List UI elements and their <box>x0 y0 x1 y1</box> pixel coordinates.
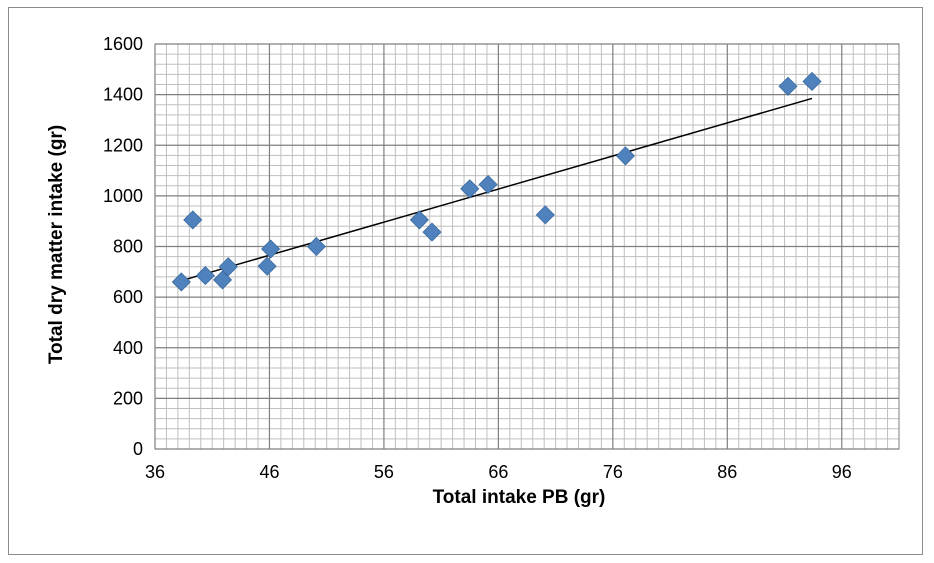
data-points <box>171 71 822 292</box>
data-point <box>306 236 326 257</box>
scatter-chart: 36 46 56 66 76 86 96 0 200 400 600 800 1000 1200 1400… <box>46 34 900 508</box>
plot-area-border <box>154 43 900 450</box>
y-tick-label: 1400 <box>103 85 143 105</box>
y-tick-label: 800 <box>113 237 143 257</box>
x-tick-label: 56 <box>374 462 394 482</box>
data-point <box>422 222 442 242</box>
trendline <box>181 97 813 282</box>
x-tick-label: 96 <box>832 462 852 482</box>
x-tick-label: 86 <box>717 462 737 482</box>
y-tick-label: 1000 <box>103 186 143 206</box>
data-point <box>478 174 498 195</box>
trendline-layer <box>181 97 813 282</box>
data-point <box>778 76 798 96</box>
data-point <box>195 266 215 286</box>
y-tick-label: 400 <box>113 338 143 358</box>
x-axis-title: Total intake PB (gr) <box>433 487 606 508</box>
x-tick-label: 76 <box>603 462 623 482</box>
y-tick-label: 200 <box>113 388 143 408</box>
y-axis-ticks: 0 200 400 600 800 1000 1200 1400 1600 <box>103 34 143 459</box>
x-tick-label: 36 <box>145 462 165 482</box>
data-point <box>615 146 636 166</box>
x-axis-ticks: 36 46 56 66 76 86 96 <box>145 462 852 482</box>
data-point <box>171 272 191 292</box>
data-point <box>257 256 277 276</box>
y-tick-label: 0 <box>133 439 143 459</box>
data-point <box>535 205 555 225</box>
chart-area: 36 46 56 66 76 86 96 0 200 400 600 800 1000 1200 1400… <box>8 7 923 555</box>
y-tick-label: 1600 <box>103 34 143 54</box>
y-tick-label: 600 <box>113 287 143 307</box>
x-tick-label: 46 <box>259 462 279 482</box>
y-axis-title: Total dry matter intake (gr) <box>46 125 67 364</box>
data-point <box>460 179 480 199</box>
data-point <box>802 71 822 92</box>
data-point <box>409 210 429 230</box>
data-point <box>212 270 233 290</box>
x-tick-label: 66 <box>488 462 508 482</box>
data-point <box>261 239 281 259</box>
data-point <box>183 210 203 230</box>
y-tick-label: 1200 <box>103 135 143 155</box>
data-point <box>218 257 238 277</box>
